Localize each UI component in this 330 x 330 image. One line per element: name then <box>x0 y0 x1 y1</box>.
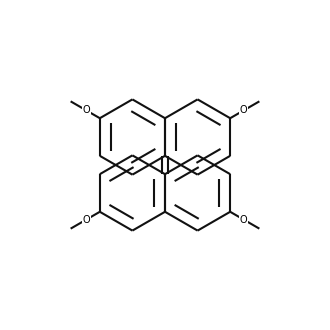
Text: O: O <box>82 214 90 225</box>
Text: O: O <box>82 105 90 115</box>
Text: O: O <box>240 214 248 225</box>
Text: O: O <box>240 105 248 115</box>
